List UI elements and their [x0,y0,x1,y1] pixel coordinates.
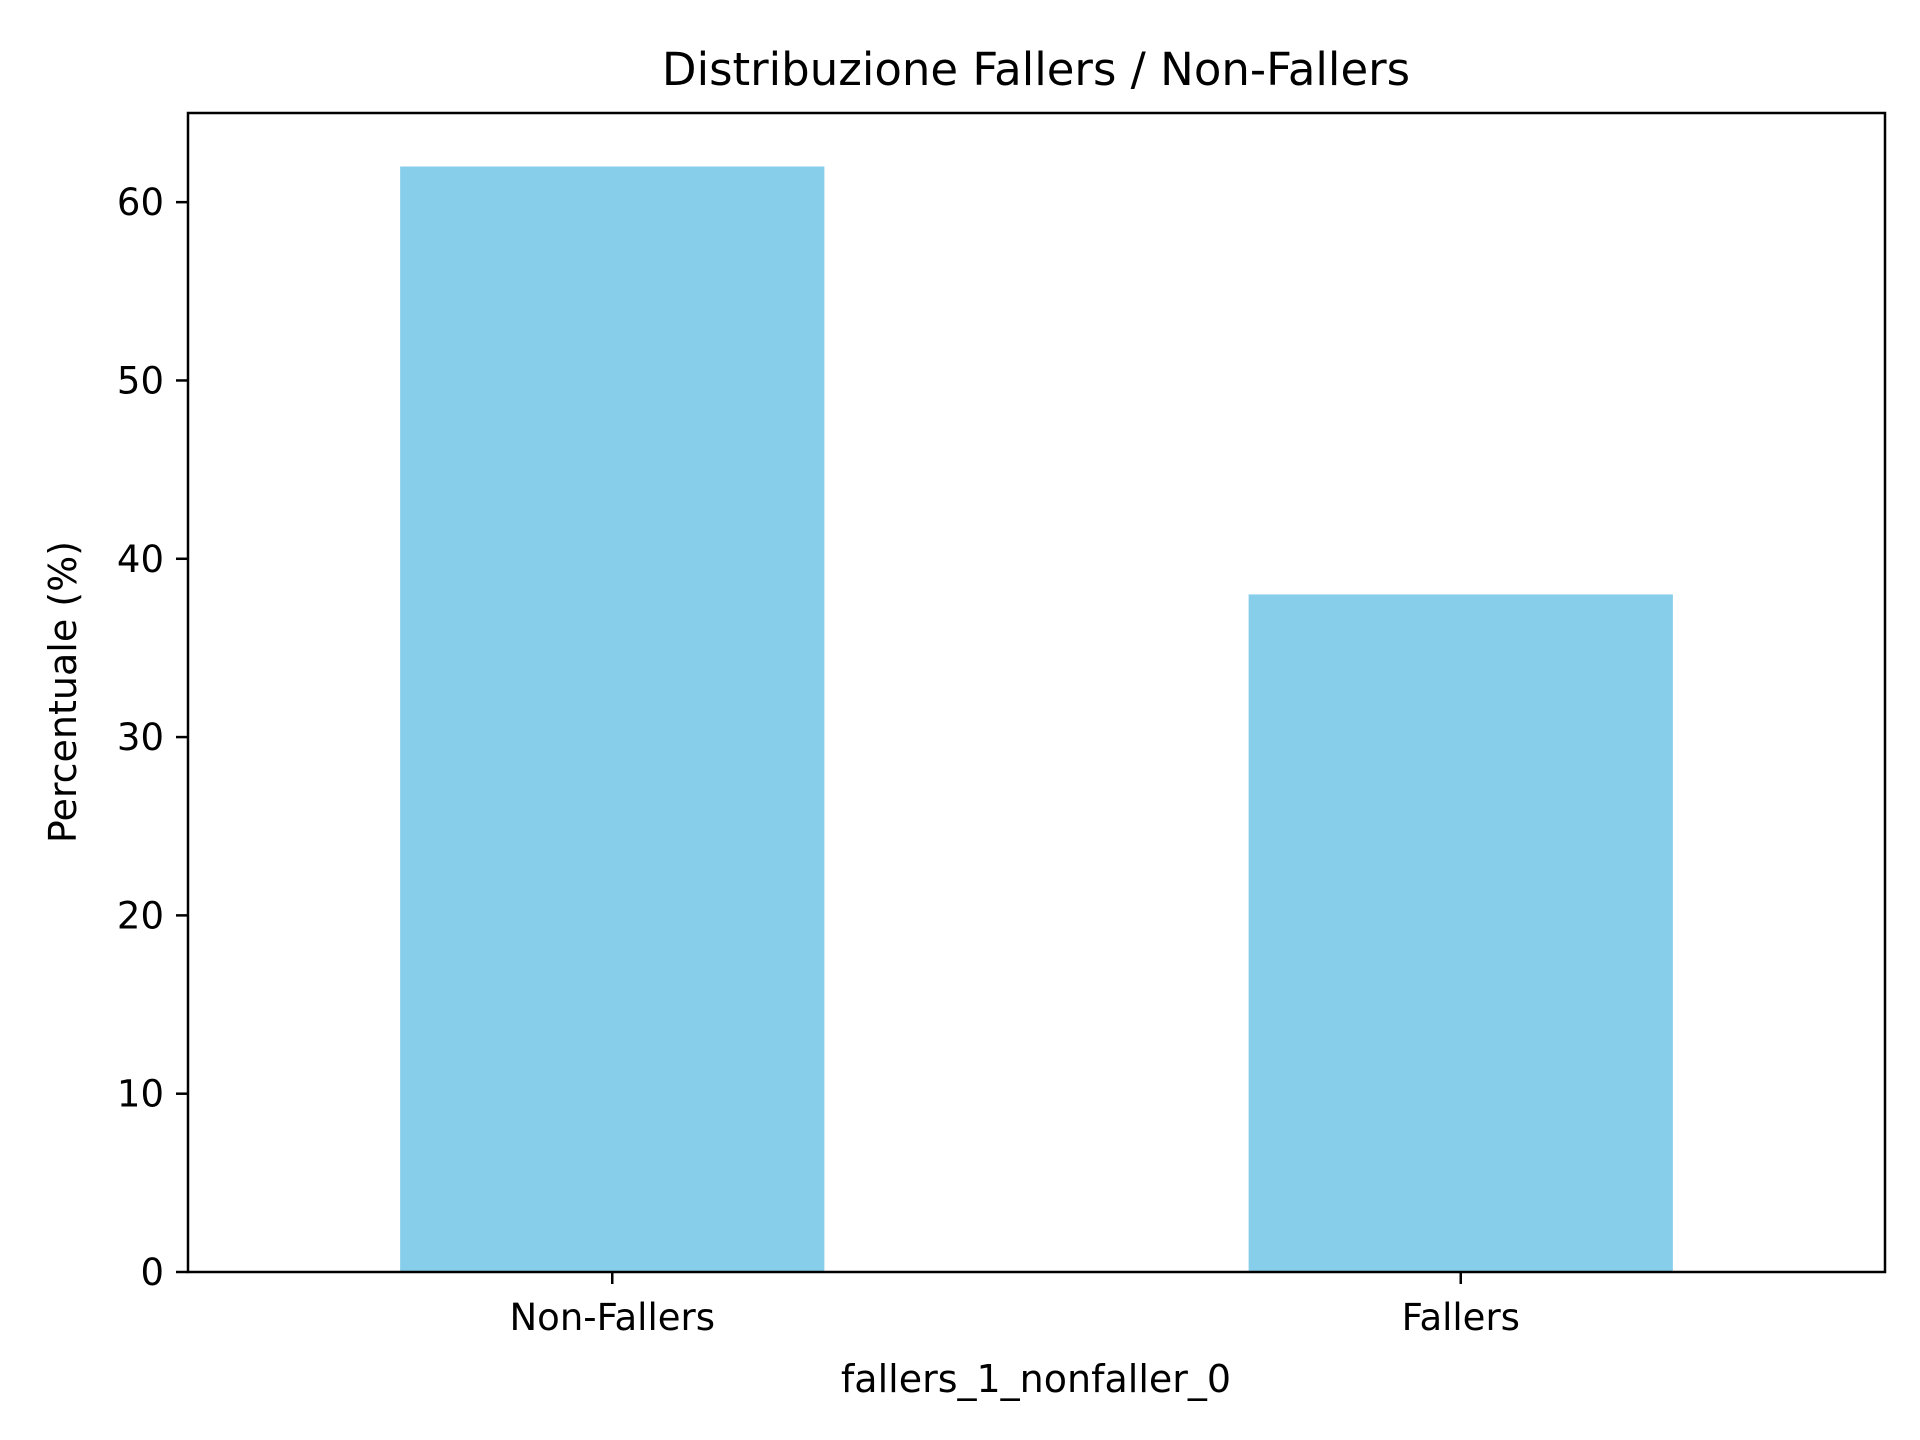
y-axis-ticks: 0 10 20 30 40 50 60 [117,181,188,1294]
bar-fallers [1248,594,1673,1272]
bars-group [400,166,1673,1272]
y-tick-label: 60 [117,181,164,224]
y-tick-label: 0 [140,1251,164,1294]
y-tick-label: 40 [117,538,164,581]
y-tick-label: 10 [117,1073,164,1116]
plot-frame [186,111,1887,1274]
y-tick-label: 30 [117,716,164,759]
x-axis-label: fallers_1_nonfaller_0 [841,1357,1231,1401]
y-axis-label: Percentuale (%) [41,541,85,843]
y-tick-label: 50 [117,359,164,402]
chart-title: Distribuzione Fallers / Non-Fallers [662,43,1410,96]
x-tick-label: Fallers [1402,1296,1520,1339]
y-tick-label: 20 [117,894,164,937]
x-axis-ticks: Non-Fallers Fallers [510,1272,1520,1339]
bar-non-fallers [400,166,825,1272]
x-tick-label: Non-Fallers [510,1296,716,1339]
